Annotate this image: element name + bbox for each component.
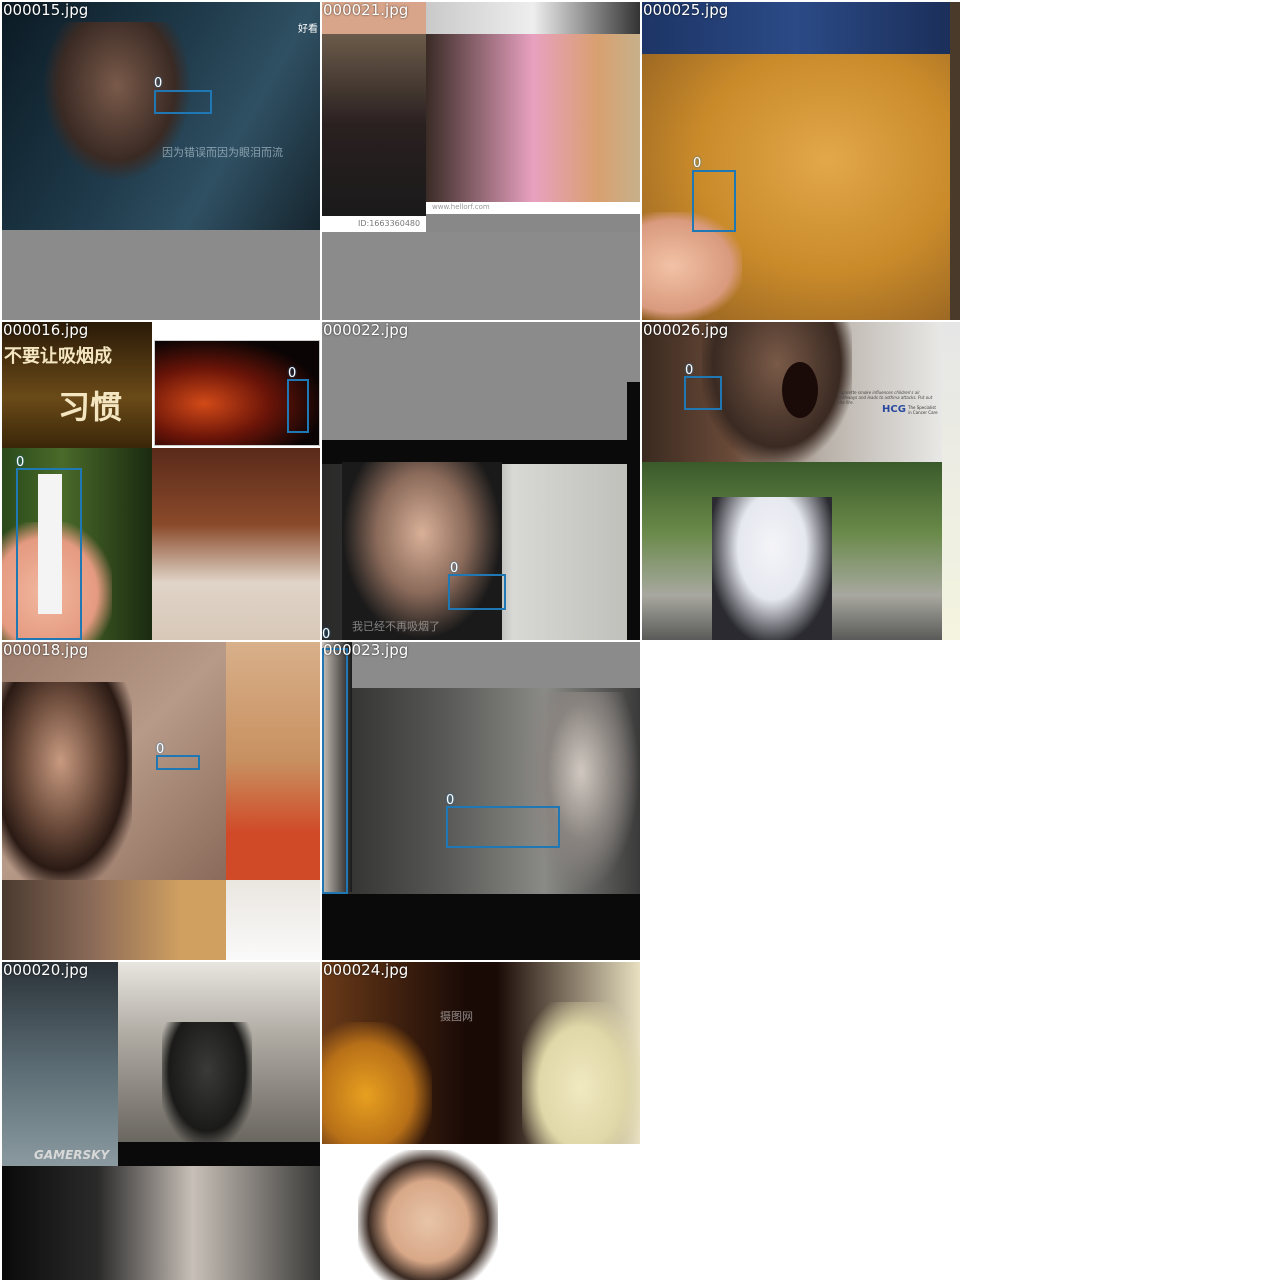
filename-label: 000016.jpg: [3, 322, 89, 339]
filename-label: 000018.jpg: [3, 642, 89, 659]
image-tile-000023[interactable]: 0 000023.jpg: [322, 642, 640, 960]
image-tile-000021[interactable]: ID:1663360480 www.hellorf.com 000021.jpg: [322, 2, 640, 320]
filename-label: 000020.jpg: [3, 962, 89, 979]
detection-box: [16, 468, 82, 640]
banner-text: 不要让吸烟成: [4, 346, 112, 367]
brand-tagline: The Specialist in Cancer Care: [908, 405, 938, 415]
filename-label: 000026.jpg: [643, 322, 729, 339]
detection-box: [692, 170, 736, 232]
subtitle-text: 因为错误而因为眼泪而流: [162, 146, 283, 159]
ad-copy: Cigarette smoke influences children's ai…: [838, 390, 933, 405]
detection-box: [156, 755, 200, 770]
watermark-text: 摄图网: [440, 1010, 473, 1023]
filename-label: 000025.jpg: [643, 2, 729, 19]
image-tile-000015[interactable]: 好看 因为错误而因为眼泪而流 0 000015.jpg: [2, 2, 320, 320]
image-tile-000016[interactable]: 不要让吸烟成 习惯 0 0 000016.jpg: [2, 322, 320, 640]
filename-label: 000022.jpg: [323, 322, 409, 339]
id-caption: ID:1663360480: [358, 219, 421, 228]
url-caption: www.hellorf.com: [432, 203, 490, 211]
detection-label: 0: [156, 742, 165, 757]
detection-box: [287, 379, 309, 433]
detection-label: 0: [685, 363, 694, 378]
image-tile-000020[interactable]: GAMERSKY 000020.jpg: [2, 962, 320, 1280]
watermark-text: 好看: [298, 24, 318, 35]
detection-box: [448, 574, 506, 610]
banner-big-text: 习惯: [58, 388, 123, 426]
image-tile-000022[interactable]: 我已经不再吸烟了 0 0 000022.jpg: [322, 322, 640, 640]
image-tile-000018[interactable]: 0 000018.jpg: [2, 642, 320, 960]
detection-box: [446, 806, 560, 848]
detection-label: 0: [450, 561, 459, 576]
detection-label: 0: [693, 156, 702, 171]
filename-label: 000015.jpg: [3, 2, 89, 19]
brand-logo-text: HCG: [882, 404, 906, 415]
detection-box: [154, 90, 212, 114]
filename-label: 000021.jpg: [323, 2, 409, 19]
detection-box: [684, 376, 722, 410]
detection-box: [322, 648, 348, 894]
image-tile-000025[interactable]: 0 000025.jpg: [642, 2, 960, 320]
filename-label: 000024.jpg: [323, 962, 409, 979]
detection-label: 0: [16, 455, 25, 470]
detection-label: 0: [154, 76, 163, 91]
image-tile-000026[interactable]: Cigarette smoke influences children's ai…: [642, 322, 960, 640]
watermark-text: GAMERSKY: [34, 1148, 110, 1162]
detection-label: 0: [322, 627, 331, 640]
detection-label: 0: [288, 366, 297, 381]
image-tile-000024[interactable]: 摄图网 000024.jpg: [322, 962, 640, 1280]
subtitle-text: 我已经不再吸烟了: [352, 620, 440, 633]
detection-label: 0: [446, 793, 455, 808]
filename-label: 000023.jpg: [323, 642, 409, 659]
